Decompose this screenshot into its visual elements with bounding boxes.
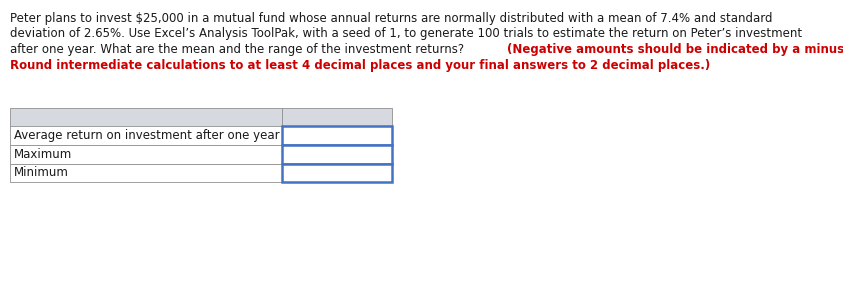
Bar — [10, 164, 282, 182]
Text: Peter plans to invest $25,000 in a mutual fund whose annual returns are normally: Peter plans to invest $25,000 in a mutua… — [10, 12, 772, 25]
Bar — [282, 126, 392, 145]
Bar — [282, 108, 392, 126]
Text: (Negative amounts should be indicated by a minus sign.: (Negative amounts should be indicated by… — [507, 43, 843, 56]
Bar — [10, 126, 282, 145]
Text: Minimum: Minimum — [14, 166, 69, 179]
Bar — [282, 145, 392, 164]
Bar — [10, 108, 282, 126]
Text: after one year. What are the mean and the range of the investment returns?: after one year. What are the mean and th… — [10, 43, 468, 56]
Bar — [10, 145, 282, 164]
Text: Average return on investment after one year: Average return on investment after one y… — [14, 129, 280, 142]
Text: Maximum: Maximum — [14, 148, 72, 161]
Bar — [282, 164, 392, 182]
Text: deviation of 2.65%. Use Excel’s Analysis ToolPak, with a seed of 1, to generate : deviation of 2.65%. Use Excel’s Analysis… — [10, 28, 803, 41]
Text: Round intermediate calculations to at least 4 decimal places and your final answ: Round intermediate calculations to at le… — [10, 59, 711, 72]
